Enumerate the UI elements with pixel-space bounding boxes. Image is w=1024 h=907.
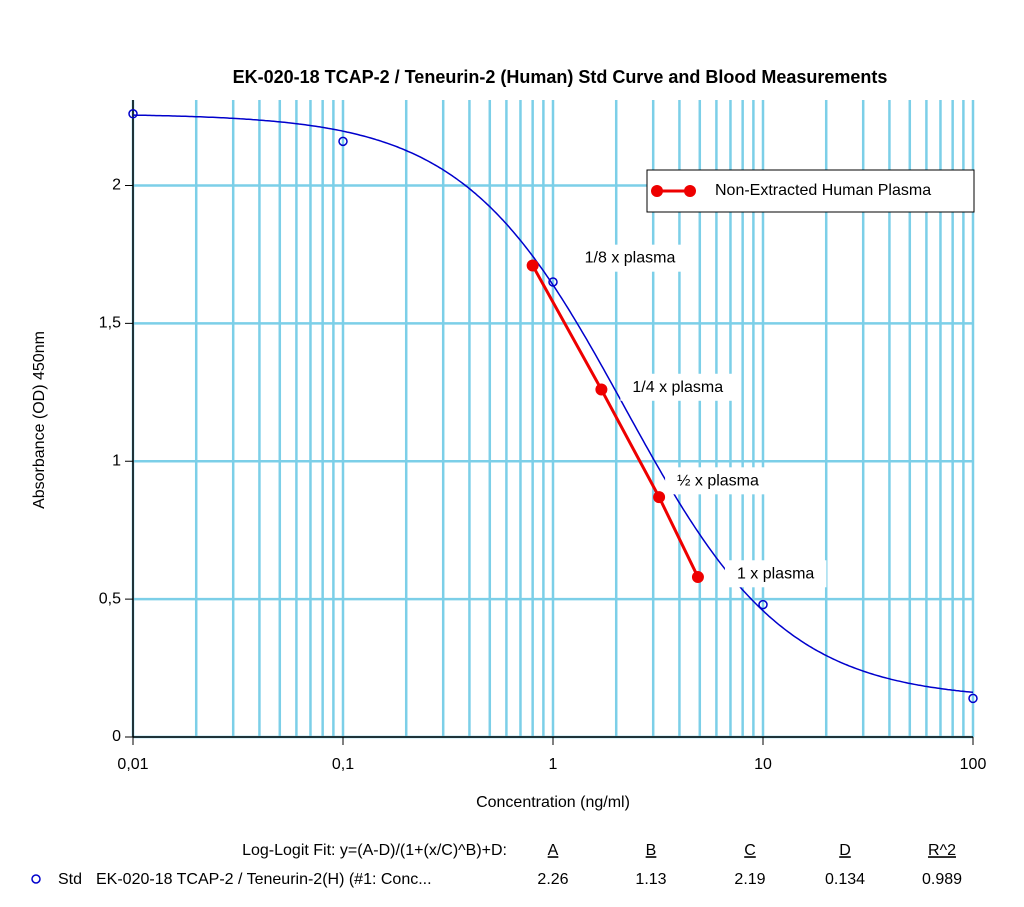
point-label: 1 x plasma — [724, 560, 827, 588]
fit-header: A — [548, 842, 559, 859]
label-background — [724, 560, 827, 588]
fit-row-name: EK-020-18 TCAP-2 / Teneurin-2(H) (#1: Co… — [96, 871, 432, 888]
x-tick-label: 1 — [549, 756, 558, 773]
x-tick-label: 10 — [754, 756, 772, 773]
y-axis-label: Absorbance (OD) 450nm — [31, 331, 48, 509]
fit-param: 0.134 — [825, 871, 865, 888]
fit-header: R^2 — [928, 842, 956, 859]
plasma-point — [526, 259, 539, 272]
plasma-point — [691, 571, 704, 584]
label-background — [665, 467, 771, 495]
point-label-text: ½ x plasma — [677, 472, 759, 489]
fit-param: 2.26 — [537, 871, 568, 888]
point-label-text: 1/4 x plasma — [632, 379, 723, 396]
fit-param: 2.19 — [734, 871, 765, 888]
y-tick-label: 2 — [112, 177, 121, 194]
y-tick-label: 1 — [112, 452, 121, 469]
fit-param: 1.13 — [635, 871, 666, 888]
point-label: ½ x plasma — [665, 467, 771, 495]
x-axis-label: Concentration (ng/ml) — [476, 794, 630, 811]
fit-param: 0.989 — [922, 871, 962, 888]
std-point — [968, 693, 978, 704]
y-tick-label: 0,5 — [99, 590, 121, 607]
point-label: 1/4 x plasma — [620, 373, 736, 401]
plasma-point — [595, 383, 608, 396]
chart-title: EK-020-18 TCAP-2 / Teneurin-2 (Human) St… — [233, 67, 888, 87]
fit-header: B — [646, 842, 657, 859]
y-tick-label: 1,5 — [99, 315, 121, 332]
x-tick-label: 0,1 — [332, 756, 354, 773]
fit-header: C — [744, 842, 756, 859]
x-tick-label: 0,01 — [117, 756, 148, 773]
point-label-text: 1/8 x plasma — [585, 250, 676, 267]
legend-label: Non-Extracted Human Plasma — [715, 182, 931, 199]
legend-marker — [684, 185, 696, 197]
fit-row-series: Std — [58, 871, 82, 888]
std-point — [338, 136, 348, 147]
plasma-point — [653, 491, 666, 504]
fit-curve — [133, 114, 974, 694]
std-point — [548, 277, 558, 287]
plasma-line — [531, 264, 700, 578]
fit-header: D — [839, 842, 851, 859]
x-tick-label: 100 — [960, 756, 987, 773]
label-background — [620, 373, 736, 401]
y-tick-label: 0 — [112, 728, 121, 745]
point-label: 1/8 x plasma — [572, 244, 688, 272]
fit-label: Log-Logit Fit: y=(A-D)/(1+(x/C)^B)+D: — [242, 842, 507, 859]
std-point — [758, 599, 768, 610]
legend-marker — [651, 185, 663, 197]
label-background — [572, 244, 688, 272]
point-label-text: 1 x plasma — [737, 565, 814, 582]
std-point — [128, 109, 138, 119]
fit-row-marker — [31, 874, 41, 884]
legend-box — [646, 169, 975, 213]
